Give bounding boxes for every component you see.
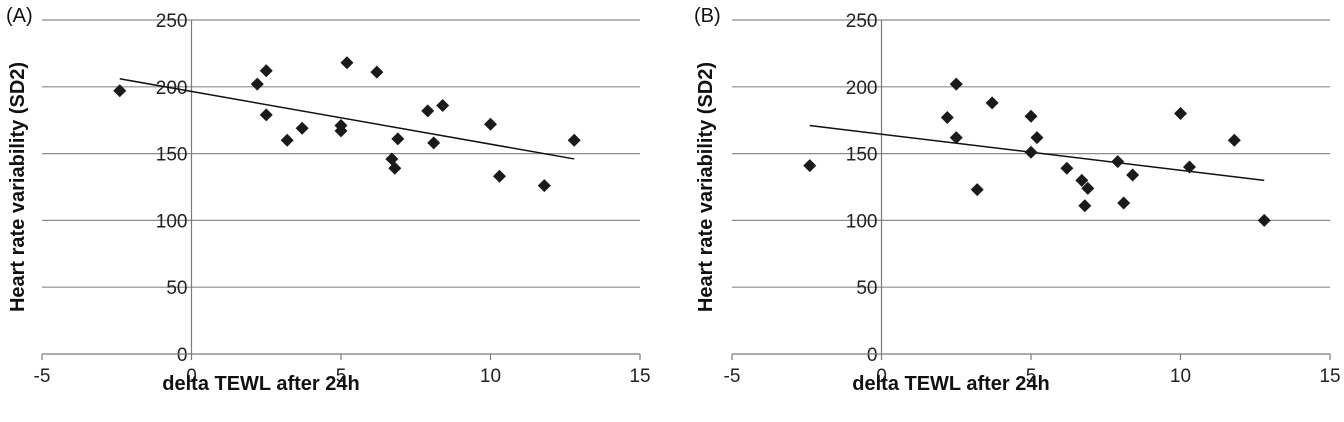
x-tick-label: 0 (876, 366, 887, 387)
y-tick-label: 200 (846, 78, 878, 99)
data-point (567, 133, 581, 147)
x-tick-label: -5 (34, 366, 51, 387)
data-point (1174, 107, 1187, 121)
data-point (1227, 133, 1241, 147)
panel-label: (B) (694, 5, 721, 27)
x-tick-label: 10 (480, 366, 501, 387)
data-point (295, 121, 309, 135)
y-tick-label: 100 (156, 211, 188, 232)
data-point (1117, 196, 1131, 210)
x-tick-label: 15 (1319, 366, 1340, 387)
y-tick-label: 0 (867, 345, 878, 366)
data-point (1126, 168, 1140, 182)
y-tick-label: 50 (166, 278, 187, 299)
data-point (492, 169, 506, 183)
x-tick-label: 5 (1026, 366, 1037, 387)
x-tick-label: 10 (1170, 366, 1191, 387)
panel-label: (A) (6, 5, 33, 27)
data-point (970, 183, 984, 197)
data-point (1078, 199, 1092, 213)
x-axis-title: delta TEWL after 24h (162, 373, 359, 395)
data-point (803, 159, 817, 173)
data-point (334, 119, 348, 133)
data-point (1024, 145, 1038, 159)
data-point (949, 131, 963, 145)
y-tick-label: 0 (177, 345, 188, 366)
y-tick-label: 250 (846, 11, 878, 32)
data-point (1030, 131, 1044, 145)
data-point (484, 117, 497, 131)
data-point (280, 133, 294, 147)
data-point (1257, 213, 1271, 227)
data-point (250, 77, 264, 91)
trendline (119, 78, 575, 160)
data-point (1060, 161, 1074, 175)
y-axis-title: Heart rate variability (SD2) (7, 62, 29, 312)
data-point (259, 108, 273, 122)
x-axis-title: delta TEWL after 24h (852, 373, 1049, 395)
panel-b: 0 50 100 150 200 250 -5 0 5 10 15 (B) delta TEWL aft… (694, 5, 1341, 395)
data-point (1024, 109, 1038, 123)
y-axis-title: Heart rate variability (SD2) (695, 62, 717, 312)
data-point (113, 84, 127, 98)
y-tick-label: 100 (846, 211, 878, 232)
data-point (427, 136, 441, 150)
data-point (985, 96, 999, 110)
data-point (1075, 173, 1089, 187)
data-point (1182, 160, 1196, 174)
data-point (436, 99, 450, 113)
data-point (940, 111, 954, 125)
y-tick-label: 150 (846, 145, 878, 166)
data-point (421, 104, 435, 118)
data-point (1081, 181, 1095, 195)
x-tick-label: 0 (186, 366, 197, 387)
x-tick-label: -5 (724, 366, 741, 387)
y-tick-label: 150 (156, 145, 188, 166)
data-point (388, 161, 402, 175)
x-tick-label: 5 (336, 366, 347, 387)
y-tick-label: 50 (856, 278, 877, 299)
data-point (1111, 155, 1125, 169)
data-point (391, 132, 405, 146)
data-point (259, 64, 273, 78)
y-tick-label: 250 (156, 11, 188, 32)
x-tick-label: 15 (629, 366, 650, 387)
data-point (949, 77, 963, 91)
data-point (537, 179, 551, 193)
data-point (370, 65, 384, 79)
data-point (340, 56, 354, 70)
